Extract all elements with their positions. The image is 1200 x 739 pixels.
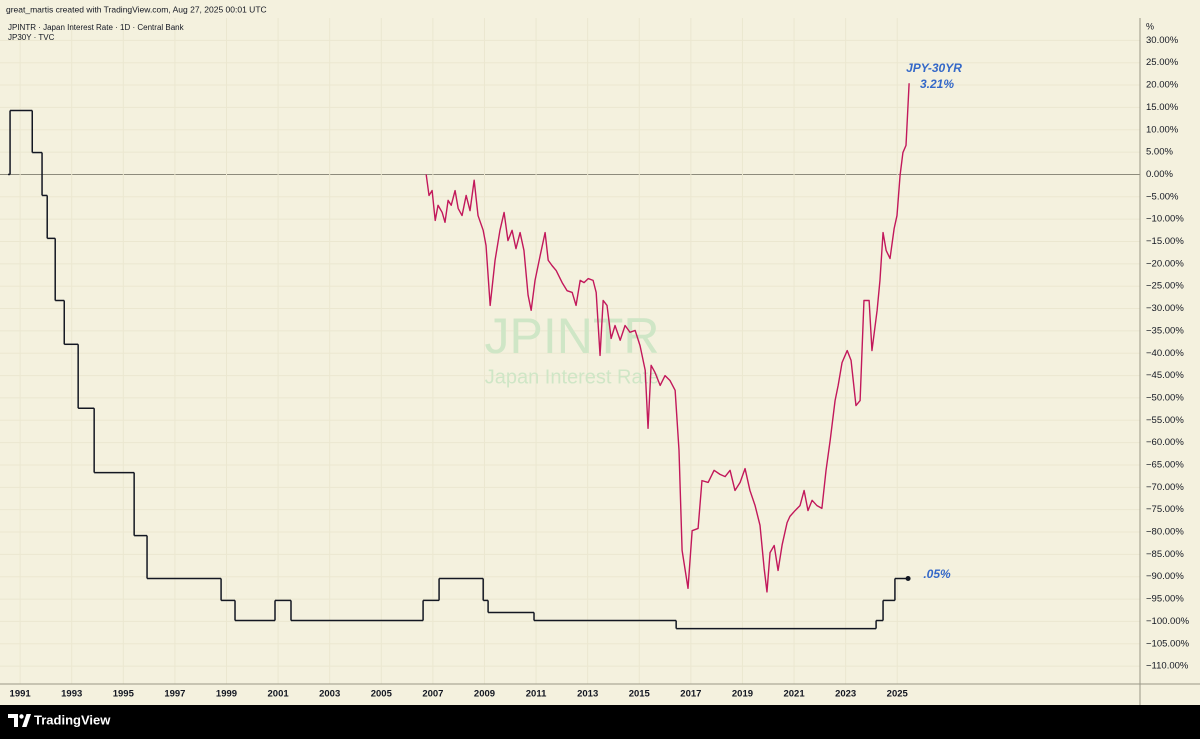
x-tick-label: 2003	[319, 689, 340, 700]
x-tick-label: 2017	[680, 689, 701, 700]
y-tick-label: 10.00%	[1146, 124, 1179, 135]
x-tick-label: 2019	[732, 689, 753, 700]
y-tick-label: −70.00%	[1146, 482, 1184, 493]
y-tick-label: −25.00%	[1146, 281, 1184, 292]
x-tick-label: 1991	[10, 689, 32, 700]
y-tick-label: 5.00%	[1146, 147, 1173, 158]
y-tick-label: −35.00%	[1146, 325, 1184, 336]
watermark-description: Japan Interest Rate	[485, 366, 660, 388]
y-tick-label: −30.00%	[1146, 303, 1184, 314]
x-tick-label: 2023	[835, 689, 856, 700]
annotation: .05%	[923, 567, 951, 581]
y-tick-label: −65.00%	[1146, 459, 1184, 470]
x-tick-label: 1997	[164, 689, 185, 700]
annotation: JPY-30YR	[906, 61, 962, 75]
last-point	[905, 576, 911, 582]
y-tick-label: −10.00%	[1146, 214, 1184, 225]
y-tick-label: −40.00%	[1146, 348, 1184, 359]
y-tick-label: −60.00%	[1146, 437, 1184, 448]
y-tick-label: −110.00%	[1146, 661, 1189, 672]
watermark-symbol: JPINTR	[485, 308, 660, 364]
y-tick-label: 15.00%	[1146, 102, 1179, 113]
x-tick-label: 2001	[268, 689, 290, 700]
axes: 30.00% 25.00% 20.00% 15.00% 10.00% 5.00% 0.00%…	[10, 35, 1190, 700]
x-tick-label: 2025	[887, 689, 909, 700]
y-tick-label: −105.00%	[1146, 638, 1190, 649]
plot	[7, 83, 911, 630]
x-tick-label: 2011	[526, 689, 547, 700]
y-tick-label: −45.00%	[1146, 370, 1184, 381]
x-tick-label: 2013	[577, 689, 598, 700]
x-tick-label: 1993	[61, 689, 82, 700]
y-unit: %	[1146, 21, 1154, 31]
annotation: 3.21%	[920, 77, 954, 91]
y-tick-label: −100.00%	[1146, 616, 1190, 627]
y-tick-label: 30.00%	[1146, 35, 1179, 46]
x-tick-label: 1995	[113, 689, 135, 700]
y-tick-label: −75.00%	[1146, 504, 1184, 515]
y-tick-label: 0.00%	[1146, 169, 1173, 180]
y-tick-label: −90.00%	[1146, 571, 1184, 582]
series-line	[425, 83, 910, 593]
brand-logo	[8, 714, 31, 727]
x-tick-label: 2009	[474, 689, 495, 700]
x-tick-label: 2007	[422, 689, 443, 700]
credit: great_martis created with TradingView.co…	[6, 4, 267, 14]
brand-icon	[19, 714, 24, 719]
brand-icon	[22, 714, 31, 727]
y-tick-label: −80.00%	[1146, 527, 1184, 538]
legend-entry: JPINTR · Japan Interest Rate · 1D · Cent…	[8, 23, 185, 32]
y-tick-label: 20.00%	[1146, 80, 1179, 91]
y-tick-label: −15.00%	[1146, 236, 1184, 247]
y-tick-label: 25.00%	[1146, 57, 1179, 68]
legend-entry: JP30Y · TVC	[8, 33, 55, 42]
x-tick-label: 2015	[629, 689, 651, 700]
grid	[0, 18, 1140, 684]
brand-icon	[8, 714, 18, 727]
y-tick-label: −50.00%	[1146, 392, 1184, 403]
x-tick-label: 2005	[371, 689, 393, 700]
y-tick-label: −5.00%	[1146, 191, 1179, 202]
y-tick-label: −20.00%	[1146, 258, 1184, 269]
x-tick-label: 1999	[216, 689, 237, 700]
x-tick-label: 2021	[783, 689, 805, 700]
brand-name: TradingView	[34, 712, 111, 727]
y-tick-label: −55.00%	[1146, 415, 1184, 426]
footer-bar	[0, 705, 1200, 739]
y-tick-label: −95.00%	[1146, 594, 1184, 605]
y-tick-label: −85.00%	[1146, 549, 1184, 560]
